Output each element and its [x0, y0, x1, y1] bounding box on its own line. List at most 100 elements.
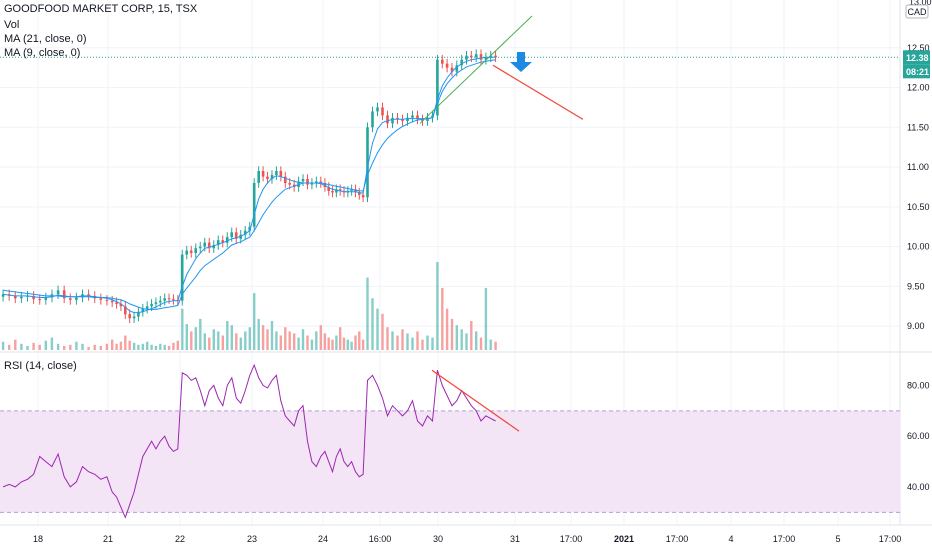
candle-body [327, 187, 330, 191]
volume-bar [181, 308, 184, 350]
volume-bar [470, 321, 473, 350]
candle-body [87, 294, 90, 296]
green-trendline [419, 15, 533, 124]
rsi-axis[interactable]: 80.00 60.00 40.00 [907, 380, 930, 491]
candle-body [159, 300, 162, 303]
rsi-panel [0, 363, 900, 519]
candle-body [154, 302, 158, 304]
candle-body [132, 316, 136, 319]
time-tick-label: 4 [728, 534, 733, 544]
candle-body [99, 298, 103, 300]
candle-body [406, 117, 409, 121]
candle-body [401, 119, 404, 121]
volume-bar [301, 329, 305, 350]
volume-bar [366, 277, 369, 350]
candle-body [216, 240, 220, 245]
candle-body [62, 290, 66, 299]
candle-body [124, 306, 127, 315]
price-tick-label: 12.00 [907, 83, 930, 93]
candle-body [301, 179, 305, 182]
time-axis[interactable]: 18 21 22 23 24 16:00 30 31 17:00 2021 17:00 4 17:00 5… [33, 534, 901, 544]
volume-bar [176, 340, 179, 350]
volume-bar [81, 343, 84, 350]
time-tick-label: 16:00 [369, 534, 392, 544]
volume-bar [455, 325, 458, 350]
volume-bar [63, 345, 66, 350]
rsi-tick-label: 40.00 [907, 482, 930, 492]
legend-vol[interactable]: Vol [4, 19, 20, 31]
volume-bar [475, 331, 478, 350]
volume-bar [327, 337, 330, 350]
candle-body [44, 297, 48, 300]
red-price-trendline [492, 64, 584, 120]
volume-bar [479, 337, 483, 350]
volume-bar [248, 327, 251, 350]
symbol-title[interactable]: GOODFOOD MARKET CORP, 15, TSX [4, 3, 198, 15]
candle-body [212, 245, 215, 249]
candle-body [75, 297, 78, 300]
volume-bar [284, 327, 287, 350]
volume-bar [111, 339, 114, 350]
currency-label: CAD [907, 7, 927, 17]
candle-body [207, 242, 211, 249]
candle-body [167, 298, 171, 300]
candle-body [275, 171, 278, 175]
volume-bar [20, 343, 23, 350]
volume-bar [75, 341, 78, 350]
price-tick-label: 9.50 [907, 281, 925, 291]
volume-bar [465, 333, 468, 350]
volume-bar [208, 337, 211, 350]
volume-bar [159, 343, 162, 350]
volume-bar [339, 327, 342, 350]
legend-ma21[interactable]: MA (21, close, 0) [4, 33, 87, 45]
candle-body [288, 183, 291, 185]
countdown-label: 08:21 [906, 67, 929, 77]
candle-body [221, 240, 224, 243]
candle-body [494, 55, 497, 58]
candle-body [119, 303, 123, 307]
time-tick-label: 30 [433, 534, 443, 544]
candle-body [445, 63, 449, 68]
volume-bar [212, 329, 215, 350]
candle-body [163, 298, 166, 301]
price-tick-label: 11.00 [907, 162, 929, 172]
candle-body [366, 127, 369, 198]
candle-body [137, 311, 140, 317]
candle-body [376, 107, 379, 112]
volume-bar [124, 335, 127, 350]
volume-bar [331, 339, 334, 350]
candle-body [110, 300, 114, 303]
time-tick-label: 21 [103, 534, 113, 544]
volume-bar [381, 313, 384, 350]
legend-ma9[interactable]: MA (9, close, 0) [4, 47, 81, 59]
volume-bar [137, 344, 140, 350]
candle-body [38, 299, 41, 301]
volume-bar [279, 335, 282, 350]
candle-body [203, 242, 206, 247]
candle-body [150, 303, 153, 307]
volume-bar [194, 327, 197, 350]
time-tick-label: 17:00 [560, 534, 583, 544]
legend-rsi[interactable]: RSI (14, close) [4, 360, 77, 372]
candle-body [225, 237, 229, 243]
candle-body [411, 115, 414, 118]
time-tick-label: 31 [510, 534, 520, 544]
volume-bar [323, 333, 327, 350]
volume-bar [150, 344, 153, 350]
volume-bar [361, 339, 365, 350]
volume-bar [105, 343, 109, 350]
price-tick-label: 11.50 [907, 122, 929, 132]
volume-bar [14, 339, 17, 350]
volume-bar [484, 287, 488, 350]
candle-body [284, 176, 287, 183]
volume-bar [185, 324, 188, 350]
candle-body [270, 175, 274, 179]
candle-body [489, 55, 492, 58]
time-tick-label: 17:00 [773, 534, 796, 544]
candle-body [421, 119, 424, 121]
volume-bar [128, 340, 131, 350]
candle-body [386, 115, 389, 124]
last-price-label: 12.38 [906, 53, 929, 63]
